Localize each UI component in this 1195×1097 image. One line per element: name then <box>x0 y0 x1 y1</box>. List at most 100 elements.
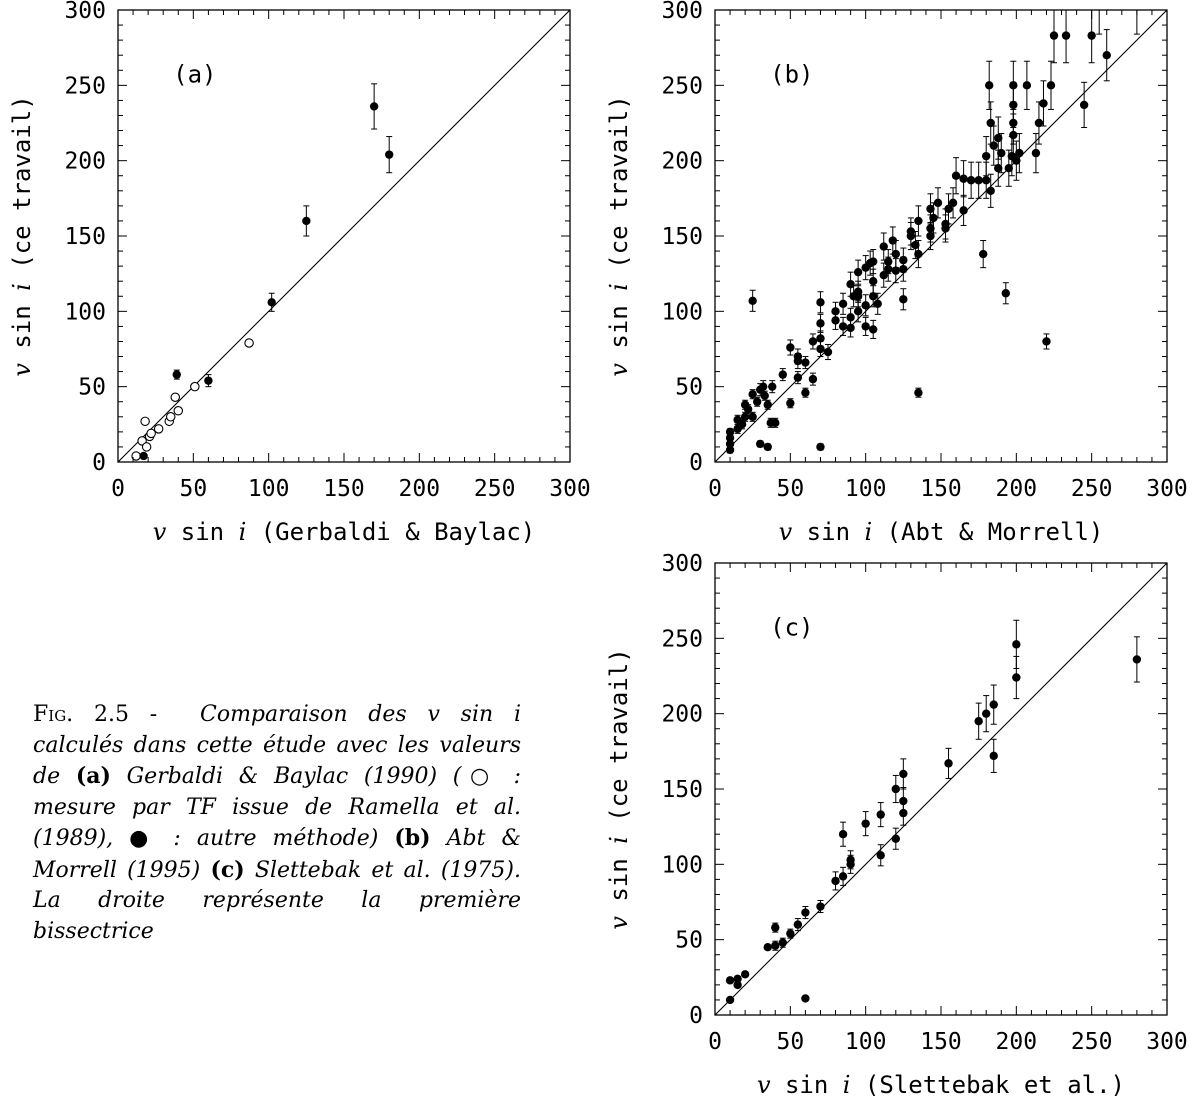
data-point-filled <box>974 176 983 185</box>
data-point-filled <box>982 709 991 718</box>
y-tick-label: 250 <box>64 73 106 99</box>
x-tick-label: 50 <box>776 476 804 502</box>
panel-b: 0 50 100 150 200 250 300 0 50 100 150 200 250 300 v si… <box>605 0 1188 546</box>
y-tick-label: 200 <box>661 149 703 175</box>
data-point-filled <box>267 298 276 307</box>
data-point-filled <box>1004 164 1013 173</box>
y-axis-title: v sin i (ce travail) <box>605 648 633 929</box>
y-tick-label: 0 <box>92 450 106 476</box>
data-point-filled <box>172 370 181 379</box>
y-tick-label: 250 <box>661 73 703 99</box>
data-point-filled <box>778 938 787 947</box>
data-point-open <box>244 338 254 348</box>
x-tick-label: 0 <box>708 1029 722 1055</box>
y-tick-label: 50 <box>78 375 106 401</box>
data-point-filled <box>853 307 863 316</box>
data-point-filled <box>1061 31 1071 40</box>
data-point-filled <box>816 344 825 354</box>
data-point-filled <box>823 347 833 357</box>
data-point-filled <box>786 343 795 352</box>
data-point-filled <box>1001 289 1010 298</box>
y-axis-title: v sin i (ce travail) <box>8 95 36 376</box>
data-point-filled <box>997 148 1006 158</box>
data-layer <box>118 10 570 462</box>
data-point-filled <box>1009 130 1018 140</box>
data-point-filled <box>725 439 735 449</box>
data-point-filled <box>994 133 1003 143</box>
data-point-filled <box>1132 655 1142 664</box>
data-point-filled <box>737 420 747 429</box>
x-axis-title: v sin i (Slettebak et al.) <box>757 1071 1125 1097</box>
data-point-filled <box>899 255 908 265</box>
data-point-filled <box>951 171 961 180</box>
data-point-filled <box>869 292 878 301</box>
y-tick-label: 100 <box>661 852 703 878</box>
data-point-filled <box>801 994 810 1003</box>
data-point-filled <box>740 970 750 979</box>
x-tick-label: 200 <box>996 476 1038 502</box>
data-point-filled <box>748 412 757 421</box>
data-point-filled <box>793 920 803 929</box>
x-tick-label: 50 <box>179 476 207 502</box>
data-point-filled <box>1022 81 1032 90</box>
data-point-filled <box>879 270 888 280</box>
panel-label: (a) <box>173 60 216 88</box>
data-point-open <box>173 406 184 416</box>
data-point-filled <box>733 980 742 990</box>
x-tick-label: 250 <box>1071 476 1113 502</box>
data-point-filled <box>899 796 908 806</box>
data-point-filled <box>816 442 825 452</box>
data-point-filled <box>763 943 772 952</box>
x-tick-label: 200 <box>996 1029 1038 1055</box>
data-point-filled <box>748 296 757 305</box>
data-point-filled <box>899 295 908 304</box>
data-point-filled <box>986 118 995 128</box>
y-tick-label: 50 <box>675 928 703 954</box>
y-tick-label: 100 <box>661 299 703 325</box>
data-point-filled <box>1039 99 1048 108</box>
data-point-filled <box>801 388 810 397</box>
data-point-filled <box>891 784 900 794</box>
data-layer <box>715 10 1167 462</box>
data-point-filled <box>1049 31 1059 40</box>
data-point-filled <box>982 176 991 185</box>
data-point-filled <box>302 216 311 226</box>
data-point-filled <box>725 427 735 437</box>
data-point-filled <box>876 851 885 860</box>
data-point-filled <box>771 923 780 932</box>
data-point-filled <box>778 370 787 379</box>
data-point-filled <box>752 397 762 406</box>
y-tick-label: 0 <box>689 450 703 476</box>
data-point-filled <box>838 322 848 331</box>
x-axis-title: v sin i (Gerbaldi & Baylac) <box>153 518 535 546</box>
data-point-open <box>153 424 164 434</box>
data-point-open <box>165 412 176 422</box>
data-point-filled <box>974 717 983 726</box>
data-point-filled <box>914 388 923 397</box>
data-point-filled <box>816 334 825 343</box>
y-tick-label: 0 <box>689 1003 703 1029</box>
data-point-filled <box>846 855 855 865</box>
data-layer <box>715 563 1167 1015</box>
data-point-filled <box>838 872 848 881</box>
data-point-filled <box>816 298 825 307</box>
data-point-filled <box>1031 148 1041 158</box>
data-point-filled <box>831 307 840 316</box>
data-point-filled <box>989 700 998 709</box>
data-point-filled <box>759 382 768 391</box>
data-point-filled <box>838 830 848 839</box>
data-point-filled <box>831 876 840 886</box>
data-point-filled <box>369 102 379 111</box>
data-point-filled <box>139 451 148 461</box>
data-point-filled <box>725 976 735 985</box>
y-tick-label: 100 <box>64 299 106 325</box>
data-point-filled <box>816 902 825 911</box>
data-point-filled <box>869 325 878 334</box>
data-point-filled <box>926 204 935 214</box>
data-point-open <box>170 392 181 402</box>
data-point-filled <box>911 240 920 250</box>
data-point-filled <box>204 376 213 385</box>
data-point-open <box>146 428 156 439</box>
data-point-filled <box>846 323 855 333</box>
